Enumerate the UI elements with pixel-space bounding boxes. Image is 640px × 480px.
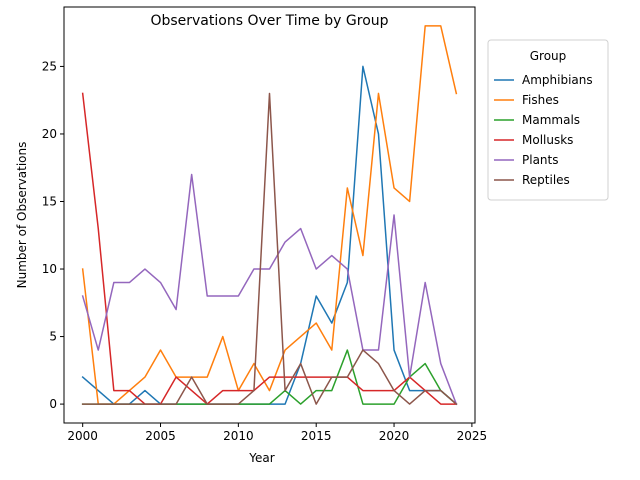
y-tick-label: 15 bbox=[42, 194, 57, 208]
y-tick-label: 20 bbox=[42, 127, 57, 141]
x-tick-label: 2010 bbox=[223, 429, 254, 443]
x-axis-label: Year bbox=[248, 451, 274, 465]
y-axis-ticks: 0 5 10 15 20 25 bbox=[42, 59, 64, 411]
legend-label-plants: Plants bbox=[522, 153, 559, 167]
x-tick-label: 2020 bbox=[379, 429, 410, 443]
legend-items: Amphibians Fishes Mammals Mollusks Plants Rep… bbox=[494, 73, 593, 187]
y-tick-label: 0 bbox=[49, 397, 57, 411]
legend-label-amphibians: Amphibians bbox=[522, 73, 593, 87]
chart-title: Observations Over Time by Group bbox=[150, 13, 388, 29]
x-tick-label: 2015 bbox=[301, 429, 332, 443]
x-tick-label: 2025 bbox=[457, 429, 488, 443]
legend-label-mammals: Mammals bbox=[522, 113, 580, 127]
y-tick-label: 5 bbox=[49, 330, 57, 344]
legend: Group Amphibians Fishes Mammals Mollusks Pla… bbox=[487, 39, 609, 201]
legend-box bbox=[487, 39, 609, 201]
x-axis-ticks: 2000 2005 2010 2015 2020 2025 bbox=[67, 423, 487, 443]
x-tick-label: 2005 bbox=[145, 429, 176, 443]
series-line-fishes bbox=[81, 25, 458, 405]
legend-label-fishes: Fishes bbox=[522, 93, 559, 107]
series-line-plants bbox=[81, 173, 458, 406]
y-tick-label: 10 bbox=[42, 262, 57, 276]
x-tick-label: 2000 bbox=[67, 429, 98, 443]
y-axis-label: Number of Observations bbox=[15, 142, 29, 289]
legend-label-reptiles: Reptiles bbox=[522, 173, 570, 187]
y-tick-label: 25 bbox=[42, 59, 57, 73]
legend-label-mollusks: Mollusks bbox=[522, 133, 573, 147]
series-line-reptiles bbox=[81, 92, 458, 406]
legend-title: Group bbox=[530, 49, 567, 63]
plot-frame bbox=[63, 6, 476, 424]
series-lines bbox=[81, 25, 458, 406]
